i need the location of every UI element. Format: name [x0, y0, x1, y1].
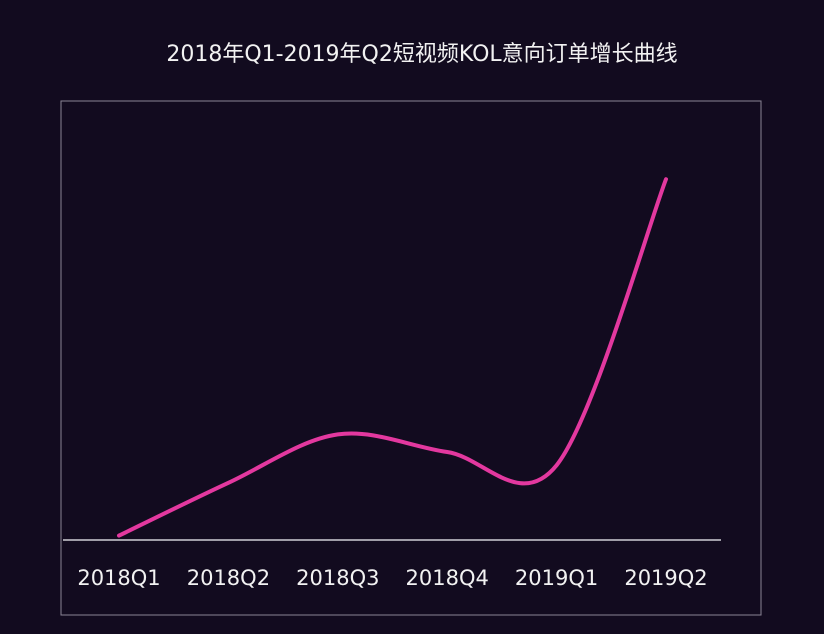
- x-tick-label: 2018Q4: [406, 566, 489, 590]
- data-point: [664, 177, 668, 181]
- x-tick-label: 2018Q3: [296, 566, 379, 590]
- x-tick-label: 2018Q1: [77, 566, 160, 590]
- series-line: [117, 177, 668, 538]
- data-point: [226, 481, 230, 485]
- data-point: [555, 463, 559, 467]
- data-point: [117, 534, 121, 538]
- x-tick-label: 2018Q2: [187, 566, 270, 590]
- chart-title: 2018年Q1-2019年Q2短视频KOL意向订单增长曲线: [166, 42, 677, 67]
- data-point: [336, 432, 340, 436]
- chart-frame: [60, 100, 762, 616]
- x-tick-label: 2019Q1: [515, 566, 598, 590]
- data-points: [117, 177, 668, 537]
- x-axis-tick-labels: 2018Q1 2018Q2 2018Q3 2018Q4 2019Q1 2019Q2: [77, 566, 707, 590]
- x-tick-label: 2019Q2: [624, 566, 707, 590]
- data-point: [445, 450, 449, 454]
